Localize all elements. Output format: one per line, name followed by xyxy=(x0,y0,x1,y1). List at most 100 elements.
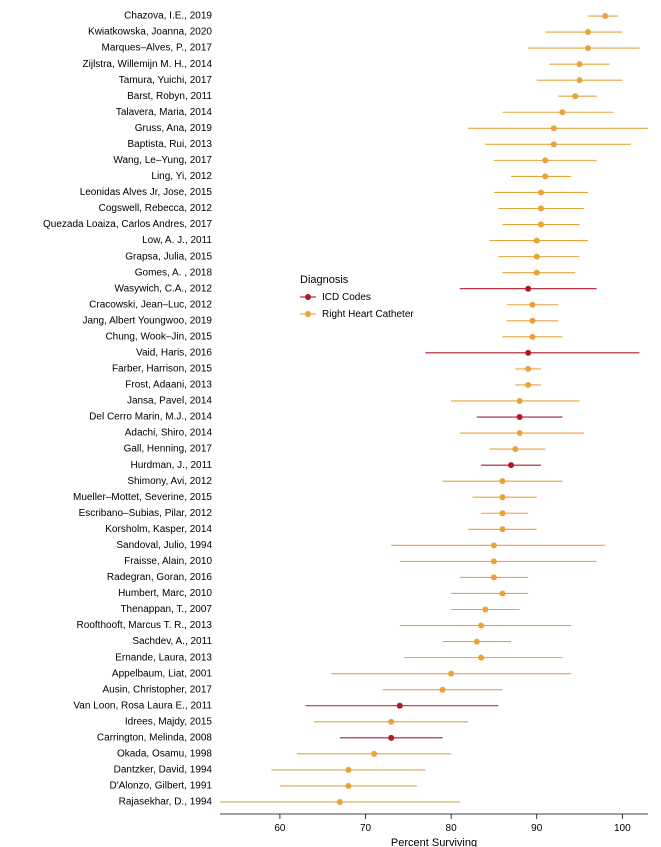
study-label: Mueller–Mottet, Severine, 2015 xyxy=(73,492,212,503)
study-label: Wasywich, C.A., 2012 xyxy=(115,283,213,294)
point-estimate xyxy=(542,173,548,179)
study-label: Sachdev, A., 2011 xyxy=(132,636,212,647)
study-label: Roofthooft, Marcus T. R., 2013 xyxy=(77,620,213,631)
point-estimate xyxy=(517,398,523,404)
point-estimate xyxy=(559,109,565,115)
study-label: Sandoval, Julio, 1994 xyxy=(116,540,212,551)
point-estimate xyxy=(538,206,544,212)
study-label: Van Loon, Rosa Laura E., 2011 xyxy=(73,700,212,711)
legend-item-label: ICD Codes xyxy=(322,292,371,303)
point-estimate xyxy=(491,558,497,564)
point-estimate xyxy=(499,590,505,596)
point-estimate xyxy=(478,623,484,629)
x-tick-label: 70 xyxy=(360,823,372,834)
study-label: Barst, Robyn, 2011 xyxy=(127,91,212,102)
point-estimate xyxy=(448,671,454,677)
study-label: Humbert, Marc, 2010 xyxy=(118,588,212,599)
point-estimate xyxy=(585,29,591,35)
study-label: Okada, Osamu, 1998 xyxy=(117,749,212,760)
point-estimate xyxy=(337,799,343,805)
study-label: Hurdman, J., 2011 xyxy=(130,460,212,471)
study-label: Radegran, Goran, 2016 xyxy=(107,572,213,583)
study-label: Chazova, I.E., 2019 xyxy=(124,11,212,22)
study-label: Marques–Alves, P., 2017 xyxy=(102,43,213,54)
point-estimate xyxy=(345,783,351,789)
legend: Diagnosis ICD Codes Right Heart Catheter xyxy=(300,274,414,320)
study-label: Ernande, Laura, 2013 xyxy=(115,652,212,663)
study-label: Shimony, Avi, 2012 xyxy=(127,476,212,487)
study-label: Thenappan, T., 2007 xyxy=(120,604,212,615)
study-label: Leonidas Alves Jr, Jose, 2015 xyxy=(80,187,213,198)
point-estimate xyxy=(602,13,608,19)
study-label: Talavera, Maria, 2014 xyxy=(116,107,213,118)
point-estimate xyxy=(534,238,540,244)
x-tick-label: 90 xyxy=(531,823,543,834)
study-label: Gall, Henning, 2017 xyxy=(124,444,213,455)
study-label: Carrington, Melinda, 2008 xyxy=(97,732,213,743)
study-label: Ling, Yi, 2012 xyxy=(151,171,212,182)
study-label: Chung, Wook–Jin, 2015 xyxy=(105,331,212,342)
point-estimate xyxy=(534,254,540,260)
point-estimate xyxy=(474,639,480,645)
study-label: Ausin, Christopher, 2017 xyxy=(102,684,212,695)
point-estimate xyxy=(525,286,531,292)
point-estimate xyxy=(577,77,583,83)
point-estimate xyxy=(499,478,505,484)
point-estimate xyxy=(577,61,583,67)
x-tick-label: 100 xyxy=(614,823,631,834)
point-estimate xyxy=(508,462,514,468)
x-tick-label: 80 xyxy=(446,823,458,834)
point-estimate xyxy=(585,45,591,51)
study-label: Kwiatkowska, Joanna, 2020 xyxy=(88,27,212,38)
point-estimate xyxy=(388,719,394,725)
study-label: Jansa, Pavel, 2014 xyxy=(127,396,212,407)
point-estimate xyxy=(525,350,531,356)
point-estimate xyxy=(529,318,535,324)
point-estimate xyxy=(345,767,351,773)
study-label: Grapsa, Julia, 2015 xyxy=(125,251,212,262)
point-estimate xyxy=(491,542,497,548)
point-estimate xyxy=(538,222,544,228)
study-label: Tamura, Yuichi, 2017 xyxy=(119,75,213,86)
study-label: Rajasekhar, D., 1994 xyxy=(119,797,213,808)
x-axis-title: Percent Surviving xyxy=(391,837,477,847)
study-label: Del Cerro Marin, M.J., 2014 xyxy=(89,412,212,423)
study-label: Gruss, Ana, 2019 xyxy=(135,123,213,134)
point-estimate xyxy=(534,270,540,276)
study-label: Fraisse, Alain, 2010 xyxy=(124,556,212,567)
x-axis: 60 70 80 90 100 Percent Surviving xyxy=(220,814,648,847)
study-label: Farber, Harrison, 2015 xyxy=(112,364,212,375)
point-estimate xyxy=(517,414,523,420)
study-label: Adachi, Shiro, 2014 xyxy=(125,428,213,439)
study-label: Baptista, Rui, 2013 xyxy=(128,139,213,150)
point-estimate xyxy=(525,382,531,388)
point-estimate xyxy=(529,302,535,308)
point-estimate xyxy=(499,526,505,532)
study-label: D'Alonzo, Gilbert, 1991 xyxy=(109,781,212,792)
rows: Chazova, I.E., 2019 Kwiatkowska, Joanna, … xyxy=(43,11,648,808)
study-label: Appelbaum, Liat, 2001 xyxy=(112,668,213,679)
study-label: Gomes, A. , 2018 xyxy=(135,267,213,278)
point-estimate xyxy=(491,574,497,580)
study-label: Vaid, Haris, 2016 xyxy=(136,348,212,359)
point-estimate xyxy=(525,366,531,372)
study-label: Frost, Adaani, 2013 xyxy=(125,380,212,391)
point-estimate xyxy=(478,655,484,661)
legend-title: Diagnosis xyxy=(300,274,349,286)
point-estimate xyxy=(551,125,557,131)
point-estimate xyxy=(542,157,548,163)
legend-item-label: Right Heart Catheter xyxy=(322,309,414,320)
point-estimate xyxy=(551,141,557,147)
point-estimate xyxy=(397,703,403,709)
study-label: Quezada Loaiza, Carlos Andres, 2017 xyxy=(43,219,212,230)
study-label: Dantzker, David, 1994 xyxy=(114,765,213,776)
point-estimate xyxy=(512,446,518,452)
study-label: Cracowski, Jean–Luc, 2012 xyxy=(89,299,212,310)
point-estimate xyxy=(538,189,544,195)
study-label: Jang, Albert Youngwoo, 2019 xyxy=(82,315,212,326)
x-tick-label: 60 xyxy=(274,823,286,834)
point-estimate xyxy=(388,735,394,741)
study-label: Low, A. J., 2011 xyxy=(142,235,212,246)
point-estimate xyxy=(517,430,523,436)
point-estimate xyxy=(499,494,505,500)
